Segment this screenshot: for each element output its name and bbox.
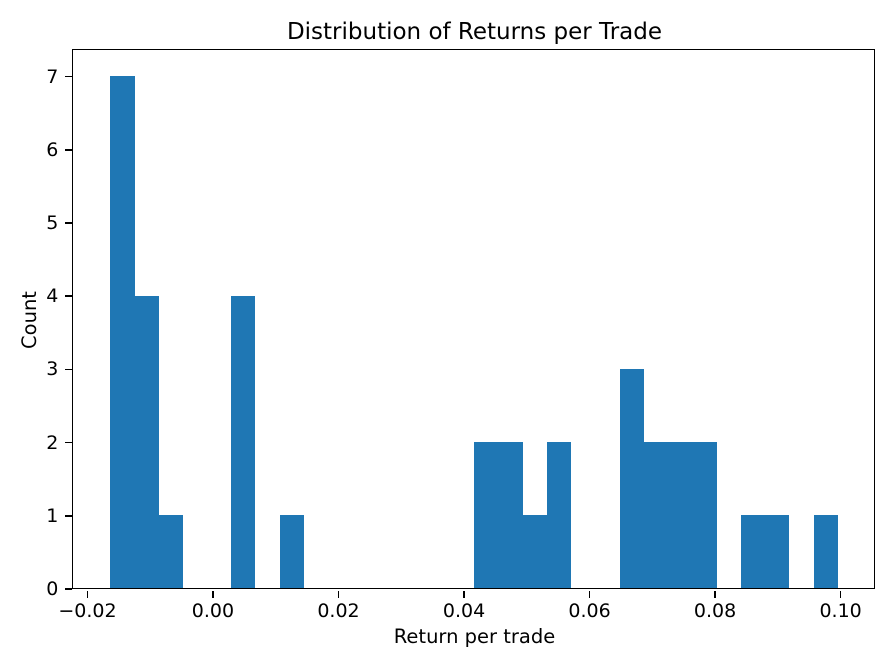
- y-tick-mark: [65, 75, 73, 78]
- x-tick-mark: [463, 590, 465, 598]
- y-tick-mark: [65, 222, 73, 224]
- histogram-bar: [546, 441, 571, 589]
- x-axis-label: Return per trade: [393, 625, 556, 648]
- x-tick-mark: [588, 590, 591, 598]
- x-tick-mark: [337, 590, 340, 598]
- y-tick-mark: [65, 368, 73, 371]
- x-tick-mark: [86, 590, 89, 598]
- x-tick-mark: [839, 590, 842, 598]
- y-tick-mark: [65, 441, 73, 444]
- plot-area: [72, 49, 876, 590]
- histogram-bar: [813, 515, 838, 589]
- histogram-bar: [668, 441, 693, 589]
- chart-title: Distribution of Returns per Trade: [286, 19, 663, 45]
- y-tick-label: 5: [46, 212, 59, 234]
- histogram-bar: [740, 515, 766, 589]
- y-tick-mark: [65, 295, 73, 297]
- y-tick-label: 3: [46, 358, 59, 381]
- y-tick-label: 2: [46, 431, 59, 454]
- y-tick-label: 1: [46, 504, 59, 527]
- x-tick-mark: [212, 590, 214, 598]
- x-tick-label: 0.06: [568, 599, 611, 622]
- y-tick-mark: [65, 588, 73, 590]
- bars-layer: [73, 50, 874, 589]
- x-tick-label: 0.04: [442, 599, 486, 622]
- histogram-bar: [522, 515, 548, 589]
- y-tick-label: 4: [46, 285, 59, 308]
- x-tick-label: 0.02: [317, 599, 360, 622]
- histogram-bar: [765, 515, 790, 589]
- y-axis-ticks: 0 1 2 3 4 5 6 7: [0, 51, 73, 600]
- x-tick-label: 0.08: [693, 599, 737, 622]
- x-tick-label: 0.00: [191, 599, 235, 622]
- histogram-bar: [158, 515, 183, 589]
- histogram-bar: [231, 295, 256, 589]
- histogram-bar: [134, 295, 159, 589]
- histogram-bar: [473, 441, 499, 589]
- histogram-bar: [619, 368, 645, 589]
- histogram-bar: [109, 76, 135, 589]
- y-tick-mark: [65, 515, 73, 517]
- histogram-bar: [279, 515, 304, 589]
- y-tick-mark: [65, 149, 73, 151]
- x-tick-label: 0.10: [819, 599, 862, 622]
- x-axis-ticks: −0.02 0.00 0.02 0.04 0.06 0.08 0.10: [58, 590, 875, 631]
- y-tick-label: 0: [46, 578, 59, 600]
- histogram-bar: [498, 441, 524, 589]
- y-tick-label: 6: [46, 138, 59, 161]
- x-tick-label: −0.02: [58, 599, 117, 622]
- y-tick-label: 7: [46, 65, 59, 88]
- histogram-bar: [692, 441, 717, 589]
- histogram-bar: [643, 441, 669, 589]
- x-tick-mark: [714, 590, 716, 598]
